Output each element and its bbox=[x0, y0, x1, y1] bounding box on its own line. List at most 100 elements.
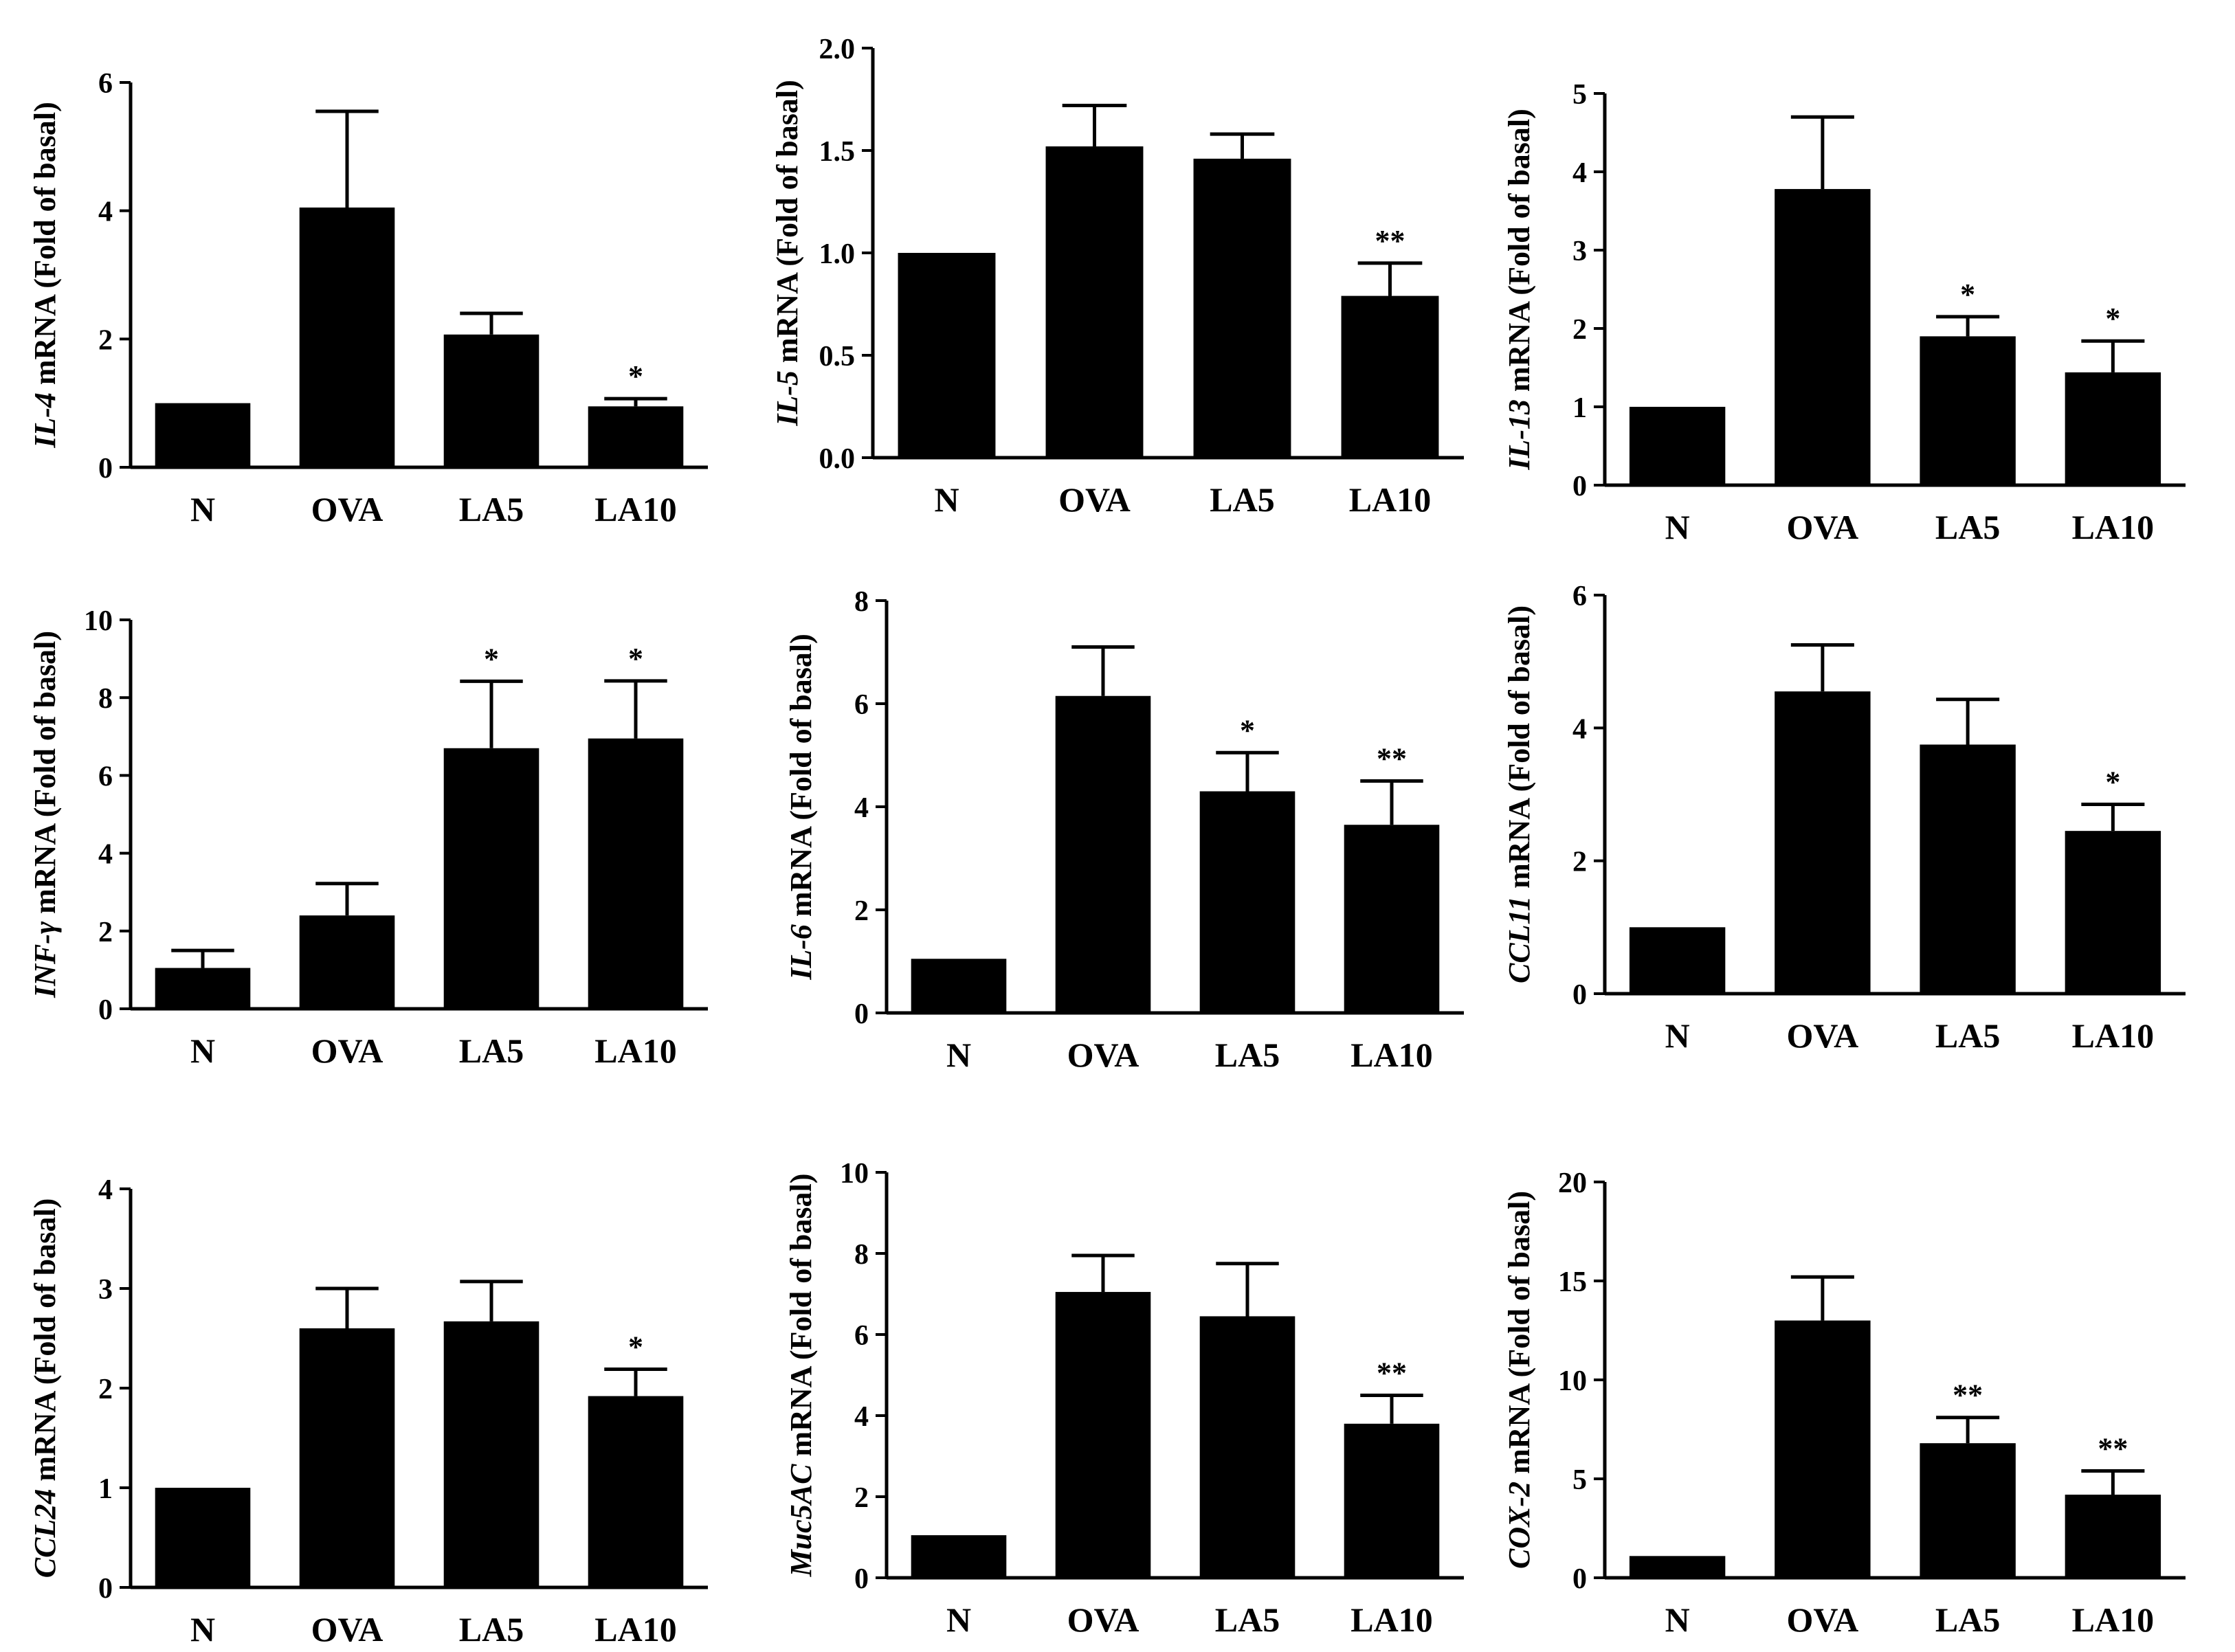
bar-la10 bbox=[2065, 372, 2161, 485]
bar-n bbox=[1629, 927, 1726, 994]
y-tick-label: 2 bbox=[1572, 314, 1587, 346]
y-tick-label: 4 bbox=[98, 839, 113, 871]
y-tick-label: 2 bbox=[854, 895, 869, 927]
bar-la10 bbox=[1344, 825, 1440, 1013]
bar-ova bbox=[1045, 146, 1144, 458]
y-tick-label: 1 bbox=[98, 1473, 113, 1505]
y-tick-label: 6 bbox=[98, 68, 113, 100]
bar-ova bbox=[1055, 695, 1151, 1013]
y-tick-label: 3 bbox=[98, 1274, 113, 1306]
y-tick-label: 0 bbox=[98, 994, 113, 1026]
bar-n bbox=[155, 1488, 251, 1587]
bar-la10 bbox=[588, 406, 684, 467]
bar-la5 bbox=[1199, 791, 1296, 1013]
y-tick-label: 0 bbox=[1572, 1563, 1587, 1595]
bar-la5 bbox=[1193, 158, 1291, 458]
y-tick-label: 15 bbox=[1558, 1266, 1587, 1298]
panel-il5: 0.0 0.5 1.0 1.5 2.0 IL-5 mRNA (Fold of basal)… bbox=[770, 34, 1464, 519]
y-tick-label: 1.5 bbox=[819, 136, 856, 168]
significance-marker: * bbox=[484, 642, 499, 676]
category-label: LA5 bbox=[459, 490, 524, 528]
y-tick-label: 6 bbox=[1572, 581, 1587, 612]
significance-marker: * bbox=[2105, 302, 2120, 335]
y-tick-label: 2 bbox=[98, 324, 113, 356]
y-tick-label: 8 bbox=[854, 586, 869, 618]
y-axis-gene-name: CCL11 bbox=[1502, 896, 1536, 983]
category-label: LA5 bbox=[1210, 480, 1274, 519]
category-label: LA10 bbox=[2072, 1016, 2154, 1055]
y-tick-label: 2 bbox=[98, 917, 113, 948]
bar-ova bbox=[299, 915, 395, 1009]
bar-la5 bbox=[1920, 1443, 2016, 1578]
y-tick-label: 0 bbox=[98, 453, 113, 484]
bar-la5 bbox=[1920, 336, 2016, 485]
y-tick-label: 3 bbox=[1572, 236, 1587, 267]
bar-la5 bbox=[443, 1321, 540, 1587]
bar-n bbox=[1629, 407, 1726, 485]
significance-marker: * bbox=[1960, 278, 1975, 311]
category-label: OVA bbox=[1067, 1600, 1139, 1639]
y-axis-title: CCL24 mRNA (Fold of basal) bbox=[28, 1198, 62, 1578]
category-label: OVA bbox=[311, 1610, 383, 1649]
category-label: LA5 bbox=[1215, 1036, 1280, 1074]
bar-ova bbox=[1775, 691, 1871, 994]
significance-marker: ** bbox=[2098, 1431, 2128, 1465]
y-axis-title-rest: mRNA (Fold of basal) bbox=[784, 634, 818, 924]
y-tick-label: 0.0 bbox=[819, 443, 856, 475]
y-tick-label: 1 bbox=[1572, 392, 1587, 424]
category-label: N bbox=[190, 490, 215, 528]
category-label: N bbox=[946, 1036, 971, 1074]
y-tick-label: 2 bbox=[98, 1374, 113, 1405]
y-axis-title-rest: mRNA (Fold of basal) bbox=[28, 1198, 62, 1489]
category-label: LA5 bbox=[1935, 1016, 2000, 1055]
bar-n bbox=[911, 1535, 1007, 1578]
bar-n bbox=[911, 959, 1007, 1013]
y-tick-label: 0 bbox=[1572, 979, 1587, 1011]
category-label: LA10 bbox=[594, 1610, 676, 1649]
y-tick-label: 0 bbox=[1572, 471, 1587, 502]
bar-ova bbox=[1775, 189, 1871, 485]
category-label: OVA bbox=[311, 1031, 383, 1070]
y-axis-title-rest: mRNA (Fold of basal) bbox=[1502, 109, 1536, 399]
category-label: LA5 bbox=[1935, 508, 2000, 546]
y-tick-label: 4 bbox=[854, 1401, 869, 1433]
bar-ova bbox=[299, 208, 395, 467]
y-tick-label: 4 bbox=[98, 1174, 113, 1206]
category-label: N bbox=[934, 480, 959, 519]
bar-la10 bbox=[1344, 1423, 1440, 1578]
category-label: OVA bbox=[311, 490, 383, 528]
y-tick-label: 10 bbox=[1558, 1365, 1587, 1397]
category-label: LA10 bbox=[1349, 480, 1431, 519]
y-tick-label: 10 bbox=[84, 605, 113, 637]
significance-marker: ** bbox=[1953, 1378, 1983, 1412]
category-label: LA10 bbox=[594, 1031, 676, 1070]
significance-marker: ** bbox=[1377, 1357, 1407, 1390]
y-tick-label: 5 bbox=[1572, 1464, 1587, 1496]
category-label: LA5 bbox=[1935, 1600, 2000, 1639]
category-label: LA5 bbox=[1215, 1600, 1280, 1639]
y-axis-gene-name: IL-5 bbox=[770, 370, 804, 427]
y-axis-title: Muc5AC mRNA (Fold of basal) bbox=[784, 1174, 818, 1578]
significance-marker: ** bbox=[1377, 742, 1407, 776]
panel-muc5ac: 0 2 4 6 8 10 Muc5AC mRNA (Fold of basal) N OVA LA… bbox=[784, 1158, 1464, 1639]
y-tick-label: 5 bbox=[1572, 79, 1587, 111]
y-axis-title-rest: mRNA (Fold of basal) bbox=[1502, 1191, 1536, 1482]
bar-la10 bbox=[588, 1396, 684, 1587]
significance-marker: * bbox=[2105, 766, 2120, 799]
bar-la5 bbox=[1920, 744, 2016, 994]
y-axis-title: COX-2 mRNA (Fold of basal) bbox=[1502, 1191, 1536, 1569]
category-label: LA10 bbox=[2072, 508, 2154, 546]
y-tick-label: 0 bbox=[98, 1573, 113, 1605]
y-axis-title: IL-6 mRNA (Fold of basal) bbox=[784, 634, 818, 981]
y-tick-label: 10 bbox=[840, 1158, 869, 1190]
y-axis-title-rest: mRNA (Fold of basal) bbox=[770, 80, 804, 370]
y-tick-label: 4 bbox=[98, 197, 113, 228]
bar-n bbox=[155, 968, 251, 1009]
category-label: LA10 bbox=[594, 490, 676, 528]
category-label: N bbox=[946, 1600, 971, 1639]
y-tick-label: 2 bbox=[1572, 847, 1587, 878]
category-label: N bbox=[1665, 1016, 1690, 1055]
y-tick-label: 6 bbox=[854, 689, 869, 721]
significance-marker: * bbox=[628, 359, 643, 393]
category-label: N bbox=[190, 1031, 215, 1070]
